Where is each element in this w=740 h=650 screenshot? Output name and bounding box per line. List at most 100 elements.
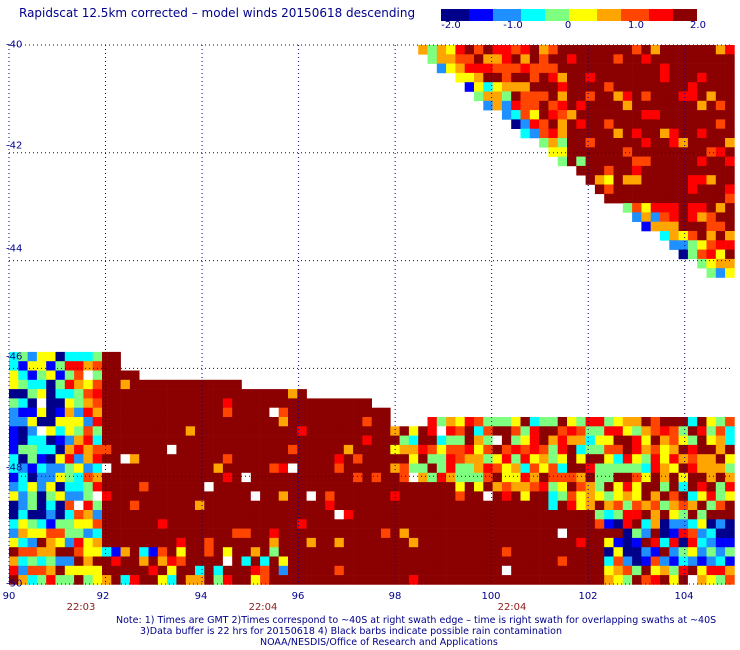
data-cell (501, 575, 512, 585)
data-cell (594, 547, 605, 557)
data-cell (46, 565, 56, 576)
data-cell (325, 537, 335, 548)
data-cell (139, 407, 149, 418)
data-cell (381, 500, 391, 511)
data-cell (464, 45, 475, 55)
data-cell (408, 454, 419, 464)
data-cell (604, 510, 614, 520)
data-cell (650, 528, 661, 539)
data-cell (511, 444, 521, 455)
data-cell (195, 482, 205, 492)
data-cell (260, 491, 270, 501)
data-cell (557, 156, 568, 167)
data-cell (353, 556, 363, 567)
data-cell (213, 510, 224, 520)
data-cell (64, 351, 75, 362)
data-cell (371, 556, 382, 567)
data-cell (548, 435, 558, 446)
data-cell (353, 444, 363, 455)
data-cell (371, 444, 382, 455)
data-cell (222, 444, 233, 455)
data-cell (567, 444, 577, 455)
data-cell (613, 491, 624, 501)
data-cell (474, 54, 484, 64)
data-cell (706, 444, 717, 455)
data-cell (64, 454, 75, 464)
data-cell (660, 491, 670, 501)
data-cell (74, 537, 84, 548)
data-cell (381, 510, 391, 520)
data-cell (148, 537, 159, 548)
data-cell (399, 491, 410, 501)
data-cell (697, 63, 707, 74)
data-cell (250, 556, 261, 567)
colorbar-segment (649, 9, 654, 21)
data-cell (464, 54, 475, 64)
data-cell (167, 454, 177, 464)
data-cell (660, 91, 670, 102)
data-cell (576, 128, 586, 139)
data-cell (715, 258, 726, 269)
data-cell (204, 510, 214, 520)
data-cell (539, 91, 549, 102)
data-cell (167, 407, 177, 418)
data-cell (641, 435, 651, 446)
data-cell (343, 444, 354, 455)
data-cell (306, 556, 317, 567)
data-cell (613, 482, 624, 492)
data-cell (381, 556, 391, 567)
data-cell (725, 575, 735, 585)
data-cell (501, 110, 512, 120)
data-cell (706, 426, 717, 436)
colorbar-segment (597, 9, 602, 21)
data-cell (334, 556, 345, 567)
data-cell (511, 463, 521, 474)
data-cell (697, 249, 707, 260)
data-cell (483, 63, 493, 74)
data-cell (529, 556, 540, 567)
data-cell (632, 528, 642, 539)
data-cell (185, 510, 196, 520)
data-cell (129, 528, 140, 539)
data-cell (492, 556, 503, 567)
data-cell (325, 435, 335, 446)
data-cell (102, 556, 112, 567)
data-cell (269, 407, 279, 418)
data-cell (687, 156, 698, 167)
data-cell (278, 537, 289, 548)
data-cell (697, 547, 707, 557)
data-cell (715, 91, 726, 102)
data-cell (455, 426, 465, 436)
data-cell (687, 110, 698, 120)
data-cell (157, 463, 168, 474)
data-cell (9, 426, 19, 436)
data-cell (492, 82, 503, 92)
data-cell (55, 398, 66, 408)
data-cell (474, 500, 484, 511)
colorbar-label-2: 0 (564, 20, 572, 31)
data-cell (604, 426, 614, 436)
colorbar-segment (593, 9, 598, 21)
lat-label-44: -44 (6, 243, 23, 255)
data-cell (427, 45, 438, 55)
data-cell (567, 100, 577, 111)
data-cell (641, 156, 651, 167)
data-cell (269, 519, 279, 529)
data-cell (204, 575, 214, 585)
data-cell (46, 482, 56, 492)
data-cell (501, 556, 512, 567)
data-cell (371, 482, 382, 492)
data-cell (687, 231, 698, 241)
data-cell (343, 519, 354, 529)
data-cell (594, 184, 605, 195)
data-cell (483, 537, 493, 548)
data-cell (697, 54, 707, 64)
data-cell (650, 175, 661, 185)
data-cell (64, 500, 75, 511)
data-cell (650, 100, 661, 111)
data-cell (594, 45, 605, 55)
data-cell (176, 398, 186, 408)
data-cell (492, 444, 503, 455)
data-cell (27, 407, 38, 418)
data-cell (18, 482, 28, 492)
